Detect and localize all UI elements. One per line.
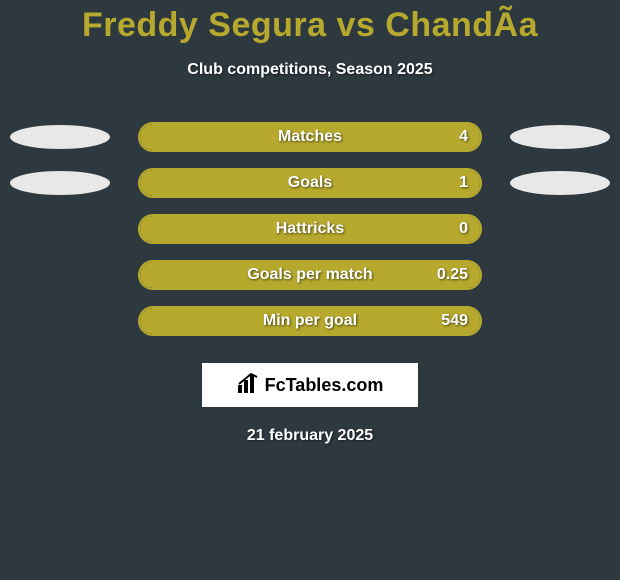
logo-text: FcTables.com (265, 375, 384, 396)
stat-row: Matches4 (0, 119, 620, 165)
left-ellipse (10, 171, 110, 195)
stat-bar-fill (140, 308, 480, 334)
right-ellipse (510, 171, 610, 195)
stat-bar-fill (140, 216, 480, 242)
stat-row: Min per goal549 (0, 303, 620, 349)
right-ellipse (510, 125, 610, 149)
stat-bar-fill (140, 124, 480, 150)
stat-bar-fill (140, 170, 480, 196)
stat-row: Hattricks0 (0, 211, 620, 257)
chart-bars-icon (237, 372, 265, 399)
page-title: Freddy Segura vs ChandÃ­a (0, 0, 620, 45)
stats-container: Matches4Goals1Hattricks0Goals per match0… (0, 119, 620, 349)
page-subtitle: Club competitions, Season 2025 (0, 61, 620, 79)
left-ellipse (10, 125, 110, 149)
stat-row: Goals1 (0, 165, 620, 211)
stat-row: Goals per match0.25 (0, 257, 620, 303)
stat-bar (138, 214, 482, 244)
stat-bar (138, 168, 482, 198)
logo-box: FcTables.com (202, 363, 418, 407)
stat-bar (138, 260, 482, 290)
date-text: 21 february 2025 (0, 427, 620, 445)
stat-bar (138, 122, 482, 152)
stat-bar (138, 306, 482, 336)
stat-bar-fill (140, 262, 480, 288)
